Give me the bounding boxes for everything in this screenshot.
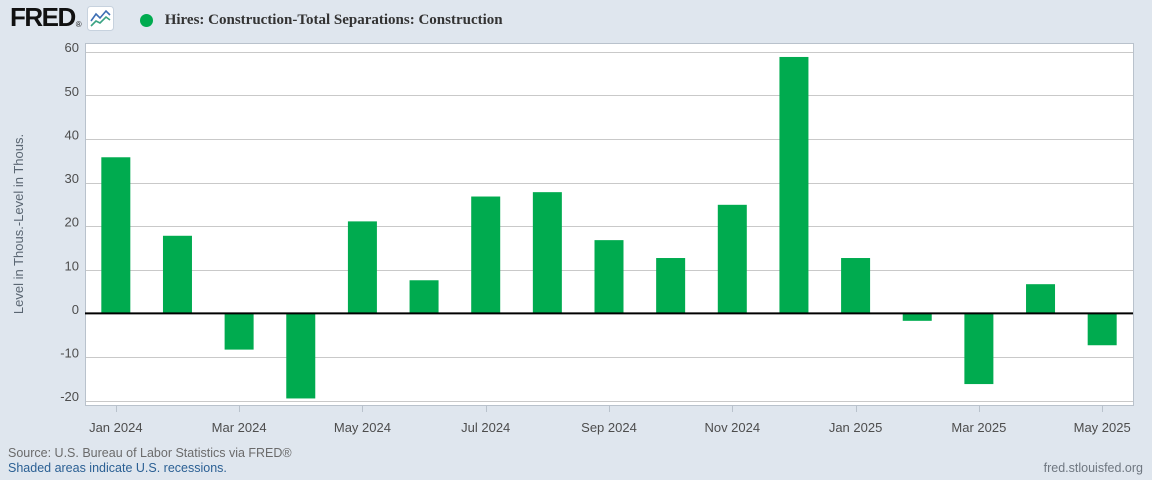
bar-aug-2024[interactable] [532,192,562,314]
series-legend-dot [139,13,153,27]
bar-jan-2025[interactable] [841,258,871,314]
x-tick-label: Mar 2025 [951,420,1006,435]
x-tick-label: Mar 2024 [212,420,267,435]
bar-nov-2024[interactable] [717,204,747,314]
x-tick-label: May 2024 [334,420,391,435]
fred-site-link[interactable]: fred.stlouisfed.org [1043,461,1143,475]
registered-mark: ® [75,20,82,29]
source-text: Source: U.S. Bureau of Labor Statistics … [8,446,292,460]
bar-mar-2025[interactable] [964,313,994,385]
x-tick-label: May 2025 [1074,420,1131,435]
plot-area [85,43,1134,406]
y-tick-label: 0 [72,302,79,317]
bar-jan-2024[interactable] [101,157,131,314]
y-tick-label: -20 [60,389,79,404]
bar-jun-2024[interactable] [409,280,439,314]
bar-feb-2024[interactable] [162,235,192,314]
bar-apr-2024[interactable] [286,313,316,399]
bar-mar-2024[interactable] [224,313,254,350]
y-axis-title: Level in Thous.-Level in Thous. [11,134,26,314]
bar-may-2025[interactable] [1087,313,1117,346]
sparkline-icon [86,6,114,36]
y-tick-label: 50 [65,84,79,99]
x-tick-label: Jan 2025 [829,420,883,435]
bar-apr-2025[interactable] [1026,284,1056,314]
y-tick-label: 40 [65,127,79,142]
bar-dec-2024[interactable] [779,56,809,314]
bar-jul-2024[interactable] [471,196,501,314]
chart-title: Hires: Construction-Total Separations: C… [164,11,503,28]
bar-sep-2024[interactable] [594,240,624,314]
x-tick-label: Nov 2024 [704,420,760,435]
x-tick-label: Jul 2024 [461,420,510,435]
fred-logo[interactable]: FRED ® [10,4,114,36]
chart-footer: Source: U.S. Bureau of Labor Statistics … [8,446,1143,476]
bar-feb-2025[interactable] [902,313,932,321]
y-tick-label: 60 [65,40,79,55]
chart-header: FRED ® Hires: Construction-Total Separat… [10,4,503,36]
y-tick-label: -10 [60,346,79,361]
y-tick-label: 20 [65,215,79,230]
x-tick-label: Jan 2024 [89,420,143,435]
y-tick-label: 30 [65,171,79,186]
bar-may-2024[interactable] [347,221,377,314]
fred-logo-text: FRED [10,2,76,32]
footer-notes: Source: U.S. Bureau of Labor Statistics … [8,446,292,476]
x-tick-label: Sep 2024 [581,420,637,435]
bar-oct-2024[interactable] [656,258,686,314]
recessions-link[interactable]: Shaded areas indicate U.S. recessions. [8,461,227,475]
y-tick-label: 10 [65,258,79,273]
